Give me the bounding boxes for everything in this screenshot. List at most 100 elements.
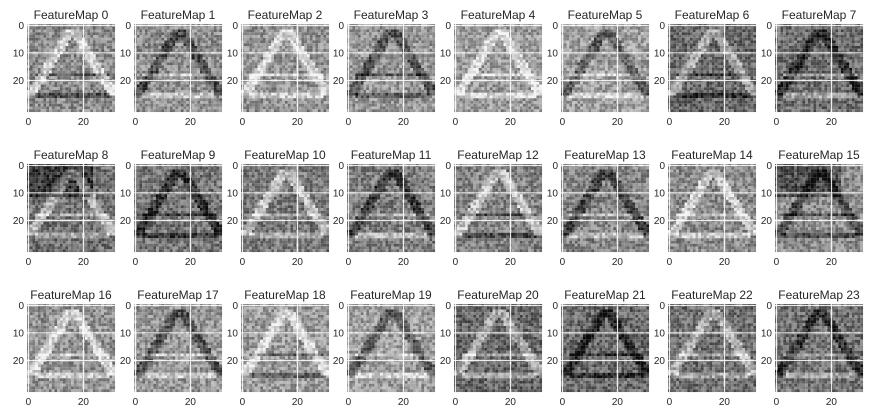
y-tick-label: 20	[13, 76, 25, 87]
x-tick-label: 20	[612, 397, 624, 408]
x-tick-label: 20	[505, 257, 517, 268]
y-tick-label: 0	[659, 21, 665, 32]
y-tick-label: 10	[761, 328, 773, 339]
y-tick-label: 0	[125, 301, 131, 312]
x-tick-label: 0	[453, 257, 459, 268]
x-tick-label: 0	[453, 397, 459, 408]
y-tick-label: 10	[547, 48, 559, 59]
x-tick-label: 0	[774, 257, 780, 268]
x-tick-label: 0	[346, 257, 352, 268]
y-tick-label: 10	[440, 188, 452, 199]
x-tick-label: 20	[505, 117, 517, 128]
y-tick-label: 20	[654, 76, 666, 87]
y-tick-label: 20	[761, 216, 773, 227]
y-tick-label: 0	[445, 161, 451, 172]
x-tick-label: 0	[26, 117, 32, 128]
x-tick-label: 20	[292, 397, 304, 408]
x-tick-label: 20	[719, 257, 731, 268]
y-tick-label: 10	[654, 188, 666, 199]
y-tick-label: 10	[333, 48, 345, 59]
x-tick-label: 20	[612, 257, 624, 268]
y-tick-label: 10	[440, 48, 452, 59]
y-tick-label: 20	[547, 356, 559, 367]
x-tick-label: 20	[185, 257, 197, 268]
y-tick-label: 10	[654, 48, 666, 59]
y-tick-label: 20	[227, 216, 239, 227]
y-tick-label: 0	[766, 161, 772, 172]
y-tick-label: 0	[338, 161, 344, 172]
y-tick-label: 20	[120, 76, 132, 87]
x-tick-label: 20	[398, 397, 410, 408]
x-tick-label: 0	[133, 117, 139, 128]
x-tick-label: 0	[667, 257, 673, 268]
y-tick-label: 20	[227, 76, 239, 87]
y-tick-label: 0	[338, 21, 344, 32]
y-tick-label: 10	[547, 188, 559, 199]
y-tick-label: 0	[552, 21, 558, 32]
x-tick-label: 0	[774, 397, 780, 408]
x-tick-label: 20	[292, 117, 304, 128]
y-tick-label: 0	[766, 301, 772, 312]
y-tick-label: 10	[227, 188, 239, 199]
y-tick-label: 0	[766, 21, 772, 32]
y-tick-label: 0	[232, 301, 238, 312]
y-tick-label: 10	[13, 188, 25, 199]
y-tick-label: 0	[659, 161, 665, 172]
y-tick-label: 10	[761, 48, 773, 59]
y-tick-label: 10	[120, 188, 132, 199]
y-tick-label: 20	[761, 356, 773, 367]
y-tick-label: 0	[232, 161, 238, 172]
x-tick-label: 20	[826, 117, 838, 128]
x-tick-label: 20	[185, 397, 197, 408]
x-tick-label: 0	[560, 257, 566, 268]
x-tick-label: 0	[346, 397, 352, 408]
y-tick-label: 0	[552, 161, 558, 172]
y-tick-label: 20	[440, 216, 452, 227]
x-tick-label: 20	[78, 117, 90, 128]
y-tick-label: 20	[440, 356, 452, 367]
x-tick-label: 20	[398, 117, 410, 128]
y-tick-label: 0	[125, 21, 131, 32]
x-tick-label: 20	[719, 397, 731, 408]
y-tick-label: 10	[120, 328, 132, 339]
y-tick-label: 20	[547, 76, 559, 87]
y-tick-label: 20	[654, 356, 666, 367]
y-tick-label: 20	[120, 216, 132, 227]
y-tick-label: 20	[333, 356, 345, 367]
y-tick-label: 10	[547, 328, 559, 339]
y-tick-label: 10	[120, 48, 132, 59]
y-tick-label: 20	[654, 216, 666, 227]
x-tick-label: 20	[292, 257, 304, 268]
x-tick-label: 0	[240, 257, 246, 268]
y-tick-label: 10	[227, 328, 239, 339]
y-tick-label: 20	[761, 76, 773, 87]
y-tick-label: 20	[120, 356, 132, 367]
